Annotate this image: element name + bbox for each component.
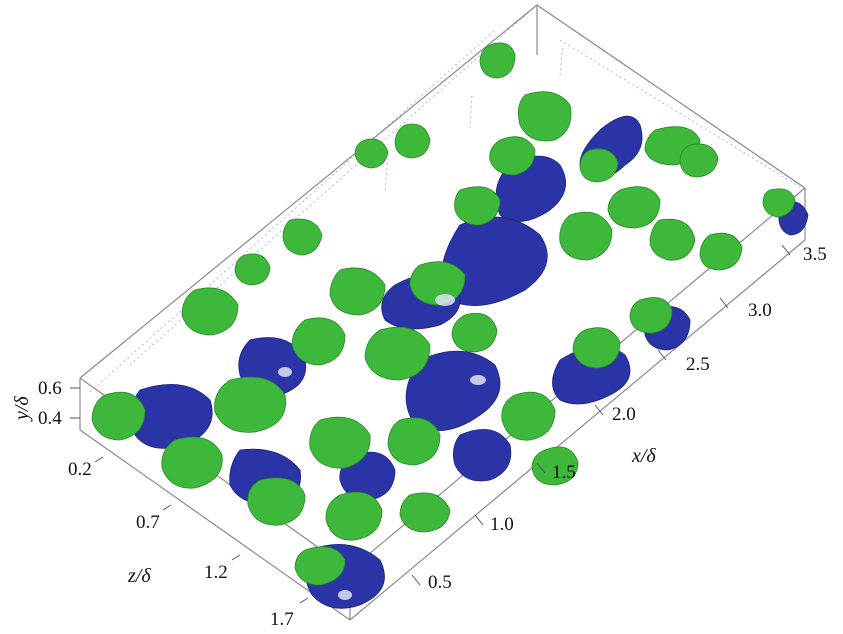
x-tick-3: 2.0 [612,404,636,425]
z-tick-0: 0.2 [68,459,92,480]
vortex-structures [91,42,809,609]
z-axis-title: z/δ [127,565,151,587]
z-axis-ticks: 0.2 0.7 1.2 1.7 [68,459,294,630]
z-tick-3: 1.7 [270,609,294,630]
x-tick-5: 3.0 [748,300,772,321]
box-grid [89,4,806,393]
y-axis-ticks: 0.6 0.4 [38,378,62,429]
y-axis-title: y/δ [11,396,33,422]
x-axis-ticks: 0.5 1.0 1.5 2.0 2.5 3.0 3.5 [428,244,827,593]
x-tick-4: 2.5 [686,354,710,375]
x-tick-1: 1.0 [490,514,514,535]
x-axis-title: x/δ [631,445,656,467]
y-tick-1: 0.4 [38,408,62,429]
z-tick-2: 1.2 [204,562,228,583]
z-tick-1: 0.7 [136,512,160,533]
y-tick-0: 0.6 [38,378,62,399]
blue-structures [130,115,809,609]
x-tick-2: 1.5 [552,462,576,483]
x-tick-0: 0.5 [428,572,452,593]
x-tick-6: 3.5 [803,244,827,265]
surface-highlights [278,294,486,600]
green-structures [91,42,796,586]
tick-marks [70,244,791,604]
